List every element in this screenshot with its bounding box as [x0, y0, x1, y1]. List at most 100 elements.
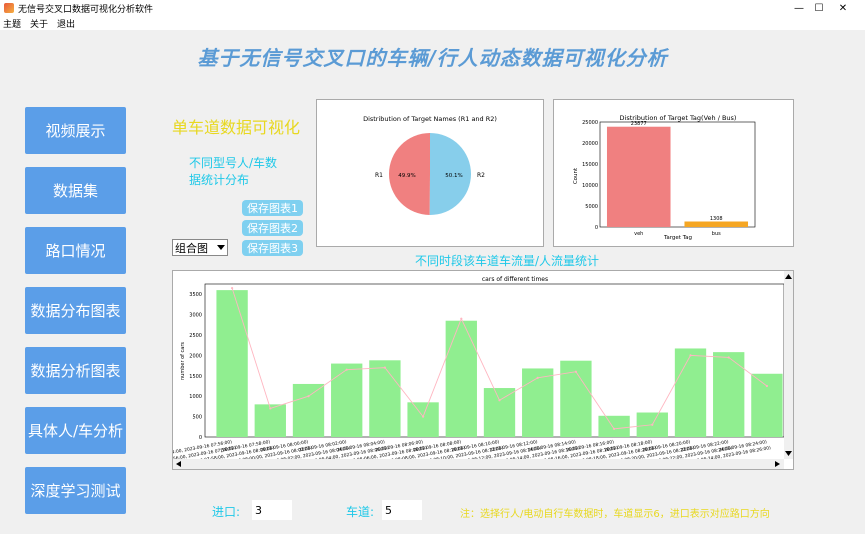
time-bar	[445, 320, 477, 437]
scroll-right-icon[interactable]	[775, 461, 780, 467]
time-trend-point	[765, 384, 769, 388]
chart-subtitle: 不同型号人/车数据统计分布	[189, 156, 278, 187]
entry-input[interactable]: 3	[252, 500, 292, 520]
time-chart-title: cars of different times	[482, 276, 548, 283]
lane-label: 车道:	[346, 505, 375, 519]
time-bar	[407, 402, 439, 437]
title-bar: 无信号交叉口数据可视化分析软件 — ☐ ✕	[0, 0, 865, 16]
time-bar	[522, 368, 554, 437]
time-trend-point	[574, 370, 577, 373]
time-bar	[331, 363, 363, 437]
time-trend-point	[689, 354, 692, 357]
pie-slice-r2	[429, 133, 472, 215]
minimize-button[interactable]: —	[794, 2, 804, 14]
pie-title: Distribution of Target Names (R1 and R2)	[363, 115, 497, 123]
menu-theme[interactable]: 主题	[3, 19, 22, 30]
note-text: 注：选择行人/电动自行车数据时，车道显示6，进口表示对应路口方向	[460, 509, 770, 520]
page-title: 基于无信号交叉口的车辆/行人动态数据可视化分析	[197, 46, 668, 70]
time-chart-ytick: 3500	[189, 292, 202, 298]
time-trend-point	[269, 407, 272, 410]
tag-bar-frame	[599, 121, 756, 228]
tag-bar-category-label: veh	[634, 231, 643, 237]
time-chart-ytick: 3000	[189, 313, 202, 319]
chevron-down-icon	[217, 245, 225, 250]
time-bar	[713, 352, 745, 437]
maximize-button[interactable]: ☐	[814, 2, 824, 14]
time-trend-point	[383, 366, 386, 369]
scroll-up-icon[interactable]	[785, 274, 792, 279]
time-bar	[751, 373, 783, 437]
menu-bar: 主题 关于 退出	[0, 16, 865, 30]
time-trend-point	[460, 317, 463, 320]
save-chart2-button[interactable]: 保存图表2	[242, 220, 303, 236]
nav-analysis-button[interactable]: 数据分析图表	[25, 347, 126, 394]
tag-bar-ytick: 10000	[582, 183, 598, 189]
close-button[interactable]: ✕	[838, 2, 848, 14]
time-bar	[674, 348, 707, 437]
nav-video-button[interactable]: 视频展示	[25, 107, 126, 154]
time-bar-chart: cars of different times number of cars 0…	[137, 271, 793, 469]
tag-bar-ytick: 15000	[582, 162, 598, 168]
vertical-scrollbar[interactable]	[784, 271, 793, 459]
time-trend-point	[536, 376, 539, 379]
time-chart-ytick: 1000	[189, 394, 202, 400]
pie-chart: Distribution of Target Names (R1 and R2)…	[363, 115, 497, 215]
horizontal-scrollbar[interactable]	[173, 459, 784, 469]
tag-bar-ytick: 25000	[582, 120, 598, 126]
tag-bar-ytick: 5000	[585, 204, 598, 210]
time-bar	[254, 404, 286, 437]
tag-bar-category-label: bus	[712, 231, 721, 237]
time-bar	[216, 290, 248, 437]
time-trend-point	[727, 356, 730, 359]
pie-slice-r1	[389, 133, 430, 215]
pie-label-r1: R1	[375, 172, 383, 179]
scroll-left-icon[interactable]	[176, 461, 181, 467]
tag-bar-chart-panel: Distribution of Target Tag(Veh / Bus) 0 5…	[553, 99, 794, 247]
time-bar	[369, 360, 401, 437]
tag-bar-ytick: 20000	[582, 141, 598, 147]
tag-bar-xlabel: Target Tag	[663, 235, 692, 241]
nav-intersection-button[interactable]: 路口情况	[25, 227, 126, 274]
time-chart-ytick: 1500	[189, 374, 202, 380]
time-bar	[483, 388, 516, 437]
menu-about[interactable]: 关于	[30, 19, 49, 30]
chart-type-value: 组合图	[175, 241, 208, 255]
time-bar	[598, 415, 630, 437]
time-trend-point	[651, 423, 654, 426]
tag-bar-veh	[606, 126, 671, 227]
time-trend-point	[498, 399, 501, 402]
time-trend-point	[345, 368, 348, 371]
app-logo-icon	[4, 3, 14, 13]
nav-distribution-button[interactable]: 数据分布图表	[25, 287, 126, 334]
nav-specific-button[interactable]: 具体人/车分析	[25, 407, 126, 454]
time-trend-point	[422, 415, 425, 418]
save-chart1-button[interactable]: 保存图表1	[242, 200, 303, 216]
tag-bar-value-label: 1308	[710, 216, 723, 222]
nav-deeplearning-button[interactable]: 深度学习测试	[25, 467, 126, 514]
chart-type-select[interactable]: 组合图	[172, 239, 228, 256]
time-chart-ylabel: number of cars	[180, 342, 186, 380]
scroll-down-icon[interactable]	[785, 451, 792, 456]
pie-chart-panel: Distribution of Target Names (R1 and R2)…	[316, 99, 544, 247]
pie-pct-r1: 49.9%	[398, 173, 415, 179]
menu-exit[interactable]: 退出	[57, 19, 76, 30]
time-trend-point	[613, 427, 616, 430]
tag-bar-chart: Distribution of Target Tag(Veh / Bus) 0 5…	[573, 114, 756, 241]
save-chart3-button[interactable]: 保存图表3	[242, 240, 303, 256]
window-title: 无信号交叉口数据可视化分析软件	[18, 4, 154, 15]
lane-input[interactable]: 5	[382, 500, 422, 520]
entry-label: 进口:	[212, 505, 241, 519]
tag-bar-ylabel: Count	[573, 167, 579, 184]
tag-bar-ytick: 0	[595, 225, 598, 231]
time-chart-panel: cars of different times number of cars 0…	[137, 270, 794, 470]
pie-label-r2: R2	[477, 172, 485, 179]
section-title: 单车道数据可视化	[172, 118, 301, 137]
time-chart-ytick: 0	[199, 435, 202, 441]
nav-dataset-button[interactable]: 数据集	[25, 167, 126, 214]
time-chart-caption: 不同时段该车道车流量/人流量统计	[414, 254, 600, 268]
tag-bar-title: Distribution of Target Tag(Veh / Bus)	[620, 114, 737, 122]
time-trend-point	[307, 395, 310, 398]
time-chart-ytick: 500	[192, 415, 202, 421]
time-chart-ytick: 2000	[189, 353, 202, 359]
